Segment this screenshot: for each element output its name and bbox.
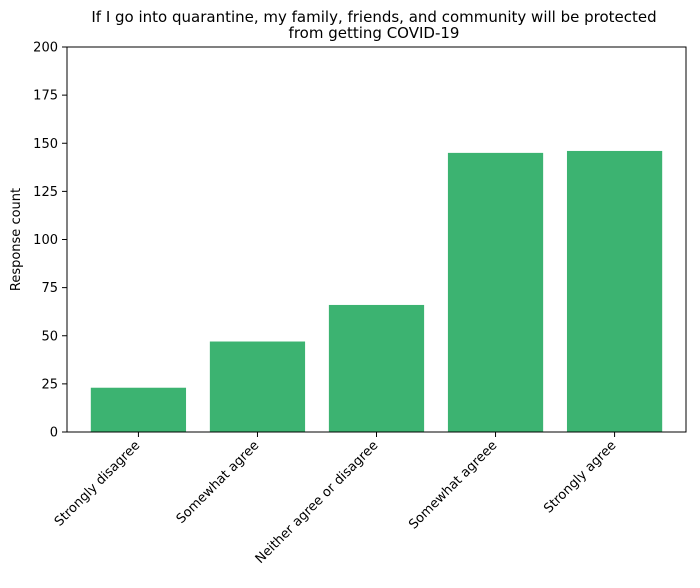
x-tick-label-0: Strongly disagree	[52, 438, 143, 529]
bar-1	[209, 341, 306, 432]
y-tick-label-0: 0	[50, 426, 58, 441]
y-axis-label: Response count	[9, 188, 24, 291]
bar-0	[90, 387, 187, 432]
bar-3	[447, 152, 544, 433]
y-tick-label-5: 125	[33, 185, 58, 200]
chart-title-line-2: from getting COVID-19	[289, 24, 460, 42]
x-tick-label-2: Neither agree or disagree	[253, 438, 382, 567]
x-tick-label-3: Somewhat agreee	[406, 438, 500, 532]
x-tick-label-4: Strongly agree	[541, 438, 619, 516]
y-tick-label-1: 25	[41, 377, 58, 392]
bars-group	[90, 150, 663, 433]
y-tick-label-7: 175	[33, 89, 58, 104]
bar-2	[328, 304, 425, 432]
y-tick-label-3: 75	[41, 281, 58, 296]
y-tick-label-4: 100	[33, 233, 58, 248]
plot-frame	[66, 46, 687, 433]
y-tick-label-8: 200	[33, 41, 58, 56]
x-tick-label-1: Somewhat agree	[174, 438, 263, 527]
y-tick-label-6: 150	[33, 137, 58, 152]
bar-4	[566, 150, 663, 432]
y-axis: 0 25 50 75 100 125 150 175 200	[33, 41, 67, 441]
chart-title-line-1: If I go into quarantine, my family, frie…	[91, 8, 656, 26]
y-tick-label-2: 50	[41, 329, 58, 344]
